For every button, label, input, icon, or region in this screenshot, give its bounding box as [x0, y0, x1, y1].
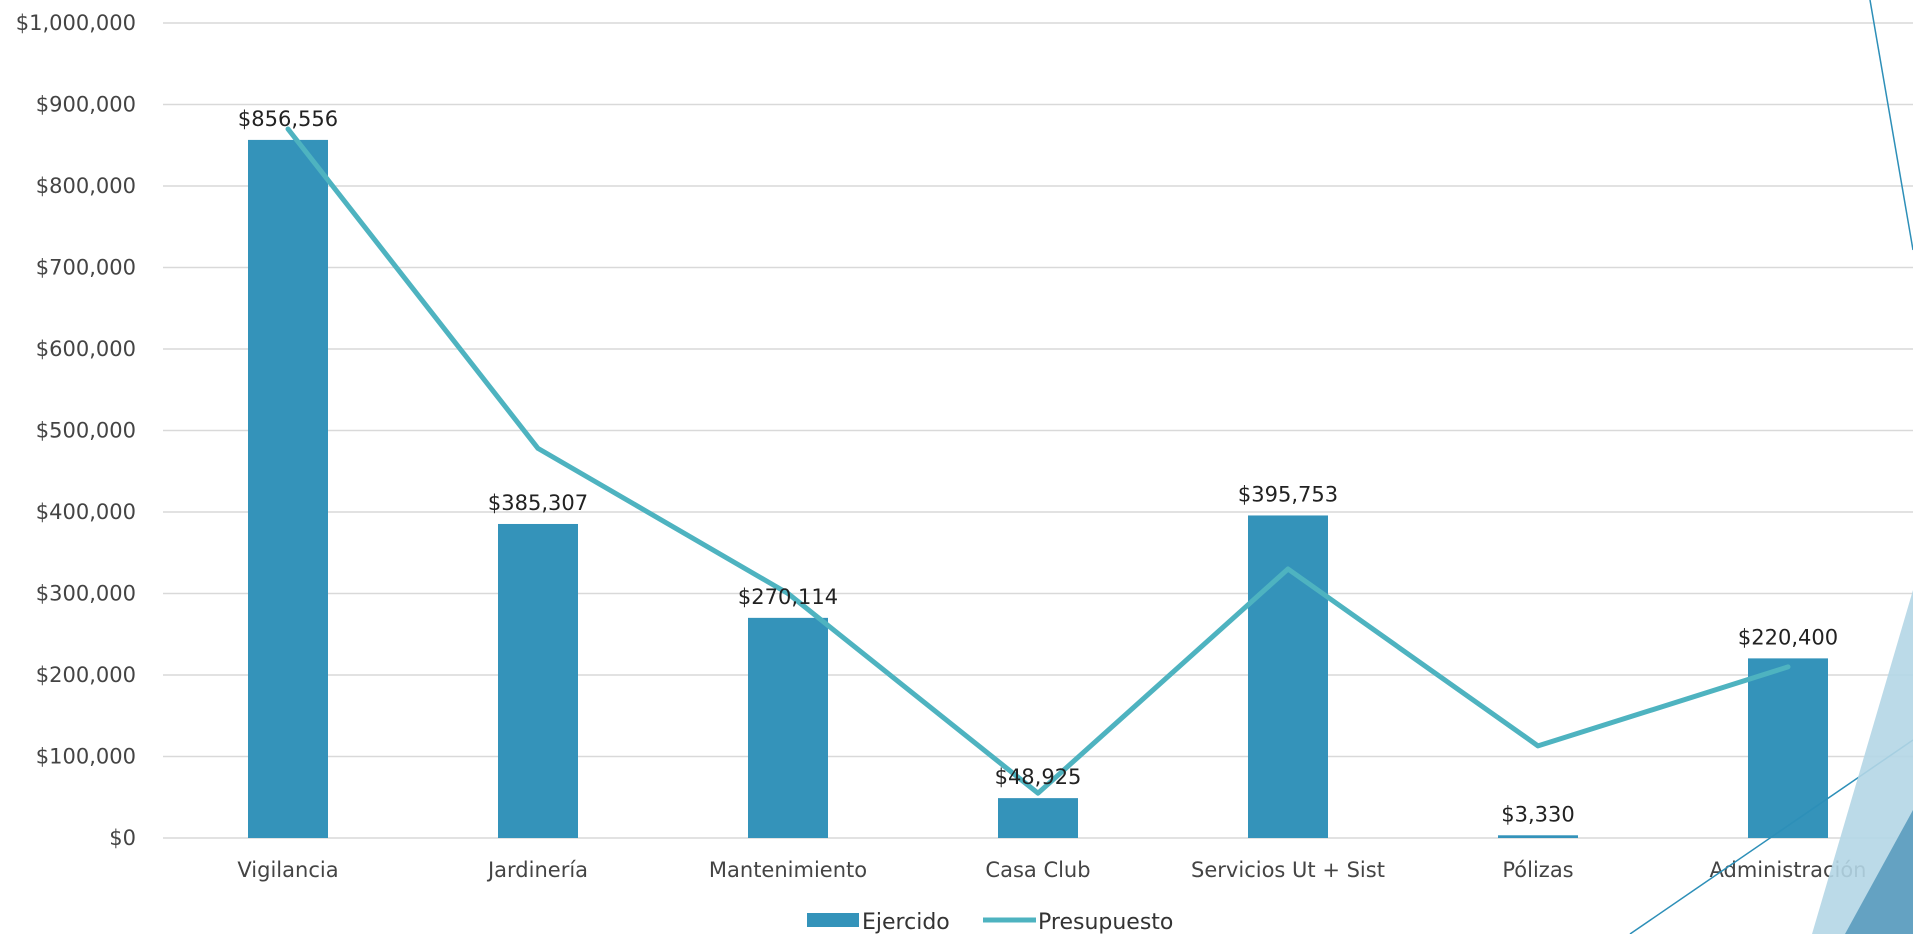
x-tick-label: Pólizas: [1502, 858, 1573, 882]
y-tick-label: $200,000: [36, 663, 136, 687]
decor-triangle: [1812, 590, 1913, 934]
x-tick-label: Jardinería: [486, 858, 588, 882]
data-label: $385,307: [488, 491, 588, 515]
x-tick-label: Servicios Ut + Sist: [1191, 858, 1385, 882]
data-label: $856,556: [238, 107, 338, 131]
y-tick-label: $900,000: [36, 93, 136, 117]
legend-label: Presupuesto: [1038, 910, 1173, 934]
legend-label: Ejercido: [862, 910, 950, 934]
decor-line: [1869, 0, 1913, 251]
legend-swatch-bar: [807, 913, 859, 927]
y-tick-label: $100,000: [36, 745, 136, 769]
data-label: $220,400: [1738, 625, 1838, 649]
y-tick-label: $500,000: [36, 419, 136, 443]
data-label: $395,753: [1238, 482, 1338, 506]
y-tick-label: $700,000: [36, 256, 136, 280]
y-tick-label: $600,000: [36, 337, 136, 361]
x-tick-label: Casa Club: [985, 858, 1090, 882]
y-axis-ticks: $0 $100,000 $200,000 $300,000 $400,000 $500,0…: [16, 11, 136, 850]
data-label: $3,330: [1501, 802, 1574, 826]
bar: [248, 139, 328, 838]
y-tick-label: $400,000: [36, 500, 136, 524]
x-tick-label: Mantenimiento: [709, 858, 867, 882]
x-tick-label: Vigilancia: [237, 858, 338, 882]
bar: [1498, 835, 1578, 838]
series-line: [285, 126, 1791, 796]
gridlines: [163, 22, 1913, 839]
legend: Ejercido Presupuesto: [807, 910, 1173, 935]
bar-series-ejercido: [248, 139, 1828, 838]
decorative-corner-shapes: [1629, 0, 1913, 935]
decor-triangle: [1845, 810, 1913, 934]
data-label: $270,114: [738, 585, 838, 609]
y-tick-label: $300,000: [36, 582, 136, 606]
bar: [1748, 658, 1828, 838]
data-label: $48,925: [995, 765, 1082, 789]
line-series-presupuesto: [285, 126, 1791, 796]
x-axis-ticks: Vigilancia Jardinería Mantenimiento Casa Cl…: [237, 858, 1866, 882]
y-tick-label: $800,000: [36, 174, 136, 198]
bar: [748, 617, 828, 838]
bar: [1248, 515, 1328, 838]
bar: [498, 523, 578, 838]
bar: [998, 798, 1078, 838]
y-tick-label: $1,000,000: [16, 11, 136, 35]
data-labels: $856,556 $385,307 $270,114 $48,925 $395,753 $…: [238, 107, 1838, 826]
y-tick-label: $0: [109, 826, 136, 850]
